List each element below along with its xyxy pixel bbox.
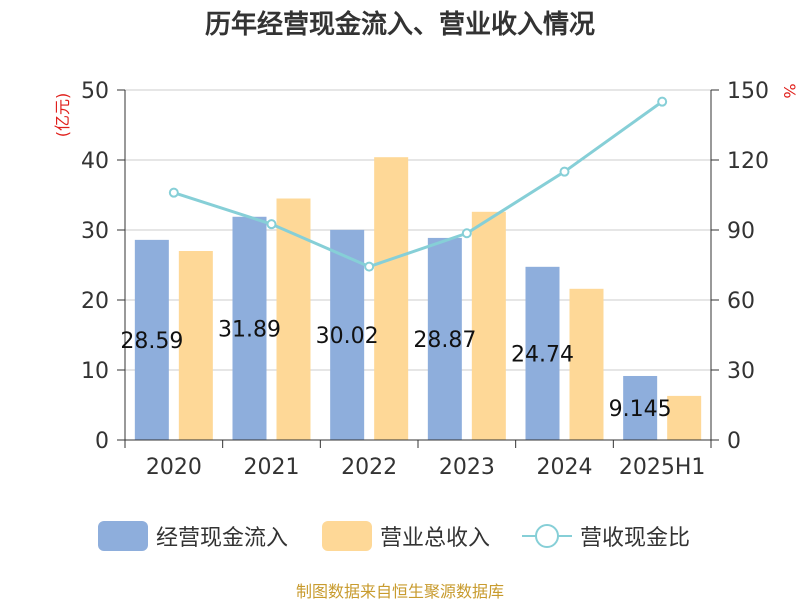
ratio-line-group xyxy=(168,96,668,272)
data-label-cash-inflow: 9.145 xyxy=(609,397,672,422)
right-axis-unit: % xyxy=(780,83,799,98)
legend-item-cash-inflow[interactable]: 经营现金流入 xyxy=(98,518,288,554)
data-label-cash-inflow: 31.89 xyxy=(218,317,281,342)
legend: 经营现金流入 营业总收入 营收现金比 xyxy=(0,518,800,554)
grid-lines xyxy=(125,89,711,371)
x-axis-tick-label: 2023 xyxy=(439,455,495,480)
ratio-point xyxy=(266,219,277,230)
legend-item-revenue[interactable]: 营业总收入 xyxy=(322,518,490,554)
data-label-cash-inflow: 24.74 xyxy=(511,342,574,367)
bar-revenue xyxy=(667,395,702,440)
legend-label-ratio: 营收现金比 xyxy=(580,526,691,551)
legend-item-ratio[interactable]: 营收现金比 xyxy=(522,518,690,554)
bar-revenue xyxy=(471,211,506,440)
data-label-cash-inflow: 28.87 xyxy=(413,328,476,353)
source-note: 制图数据来自恒生聚源数据库 xyxy=(295,582,504,601)
right-axis-tick-label: 60 xyxy=(727,289,755,314)
legend-swatch-ratio xyxy=(522,521,572,551)
bar-cash-inflow xyxy=(134,239,169,440)
ratio-line xyxy=(173,100,664,269)
legend-label-cash-inflow: 经营现金流入 xyxy=(156,526,289,551)
left-axis-tick-label: 20 xyxy=(81,289,109,314)
ratio-point xyxy=(364,261,375,272)
right-axis-tick-label: 120 xyxy=(727,149,769,174)
bar-cash-inflow xyxy=(623,375,658,440)
bar-revenue xyxy=(178,251,213,440)
x-axis-tick-label: 2021 xyxy=(244,455,300,480)
bar-cash-inflow xyxy=(427,237,462,440)
left-axis-tick-label: 40 xyxy=(81,149,109,174)
ratio-point xyxy=(461,228,472,239)
left-axis-tick-label: 10 xyxy=(81,359,109,384)
left-axis-unit: (亿元) xyxy=(53,93,72,138)
ratio-point xyxy=(168,187,179,198)
ratio-point xyxy=(657,96,668,107)
data-label-cash-inflow: 28.59 xyxy=(120,329,183,354)
legend-swatch-revenue xyxy=(322,521,372,551)
bar-revenue xyxy=(374,157,409,440)
legend-swatch-cash-inflow xyxy=(98,521,148,551)
left-axis-tick-label: 0 xyxy=(95,429,109,454)
bar-cash-inflow xyxy=(525,266,560,440)
ratio-point xyxy=(559,166,570,177)
left-axis-tick-label: 30 xyxy=(81,219,109,244)
x-axis-tick-label: 2024 xyxy=(537,455,593,480)
right-axis-tick-label: 90 xyxy=(727,219,755,244)
x-axis-tick-label: 2020 xyxy=(146,455,202,480)
chart-title: 历年经营现金流入、营业收入情况 xyxy=(204,10,595,40)
x-axis-tick-label: 2022 xyxy=(341,455,397,480)
bar-cash-inflow xyxy=(232,216,267,440)
data-label-cash-inflow: 30.02 xyxy=(316,324,379,349)
right-axis-tick-label: 0 xyxy=(727,429,741,454)
legend-label-revenue: 营业总收入 xyxy=(380,526,491,551)
data-labels: 28.59 31.89 30.02 28.87 24.74 9.145 xyxy=(120,317,671,422)
right-axis-tick-label: 30 xyxy=(727,359,755,384)
bar-group xyxy=(134,157,702,440)
axes: 0 10 20 30 40 50 0 30 60 90 120 150 (亿元)% 2020 2021 202… xyxy=(53,79,799,480)
right-axis-tick-label: 150 xyxy=(727,79,769,104)
x-axis-tick-label: 2025H1 xyxy=(619,455,706,480)
bar-revenue xyxy=(569,288,604,440)
left-axis-tick-label: 50 xyxy=(81,79,109,104)
chart-plot: 0 10 20 30 40 50 0 30 60 90 120 150 (亿元)% 2020 2021 202… xyxy=(53,79,799,480)
bar-cash-inflow xyxy=(330,229,365,440)
